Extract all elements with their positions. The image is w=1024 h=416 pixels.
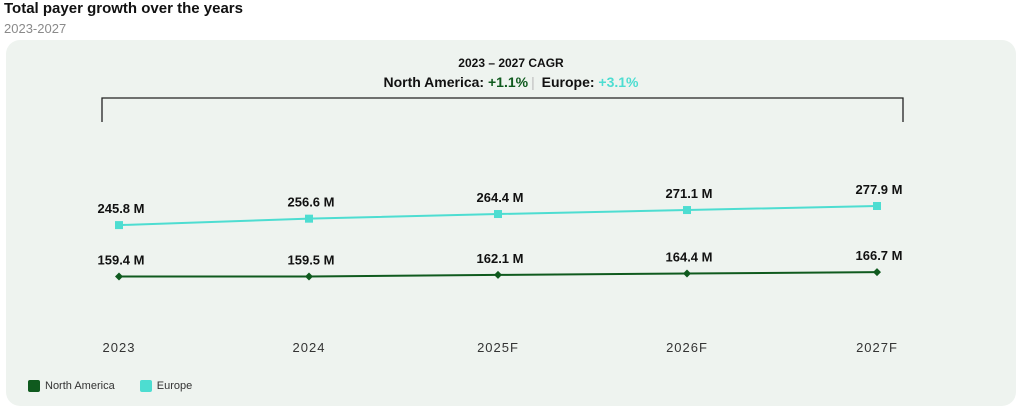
x-tick-label: 2025F <box>477 340 519 355</box>
cagr-na-value: +1.1% <box>488 74 529 90</box>
cagr-eu-label: Europe: <box>541 74 595 90</box>
data-point-europe <box>494 210 502 219</box>
cagr-bracket <box>101 97 904 122</box>
x-tick-label: 2027F <box>856 340 898 355</box>
data-label-north-america: 159.5 M <box>288 252 335 267</box>
x-tick-label: 2026F <box>666 340 708 355</box>
legend-item-north-america: North America <box>28 380 115 392</box>
data-label-europe: 245.8 M <box>98 201 145 216</box>
chart-card: 2023 – 2027 CAGR North America: +1.1% | E… <box>6 40 1016 406</box>
legend-label-north-america: North America <box>45 380 115 392</box>
data-label-europe: 264.4 M <box>477 190 524 205</box>
data-label-north-america: 166.7 M <box>856 248 903 263</box>
data-label-europe: 277.9 M <box>856 182 903 197</box>
cagr-eu-value: +3.1% <box>598 74 639 90</box>
data-point-north-america <box>115 272 123 281</box>
legend-swatch-north-america <box>28 380 40 392</box>
chart-title: Total payer growth over the years <box>4 0 243 17</box>
cagr-na-label: North America: <box>383 74 485 90</box>
legend-swatch-europe <box>139 380 152 392</box>
data-point-europe <box>305 214 313 223</box>
data-point-north-america <box>873 268 881 277</box>
data-point-north-america <box>494 270 502 279</box>
data-point-europe <box>873 201 881 210</box>
line-chart: 159.4 M 159.5 M 162.1 M 164.4 M 166.7 M 245.8… <box>98 97 904 355</box>
data-label-north-america: 162.1 M <box>477 251 524 266</box>
chart-subtitle: 2023-2027 <box>4 21 67 36</box>
data-point-north-america <box>305 272 313 281</box>
legend: North America Europe <box>28 380 214 395</box>
legend-item-europe: Europe <box>139 380 193 392</box>
data-label-europe: 271.1 M <box>666 186 713 201</box>
cagr-title: 2023 – 2027 CAGR <box>458 56 564 70</box>
x-tick-label: 2023 <box>103 340 136 355</box>
legend-label-europe: Europe <box>156 380 193 392</box>
data-point-europe <box>115 221 123 230</box>
data-label-north-america: 164.4 M <box>666 250 713 265</box>
cagr-summary: North America: +1.1% | Europe: +3.1% <box>6 74 1016 90</box>
data-point-north-america <box>683 269 691 278</box>
data-point-europe <box>683 206 691 215</box>
x-tick-label: 2024 <box>293 340 326 355</box>
data-label-europe: 256.6 M <box>288 195 335 210</box>
cagr-separator: | <box>531 74 535 90</box>
data-label-north-america: 159.4 M <box>98 253 145 268</box>
